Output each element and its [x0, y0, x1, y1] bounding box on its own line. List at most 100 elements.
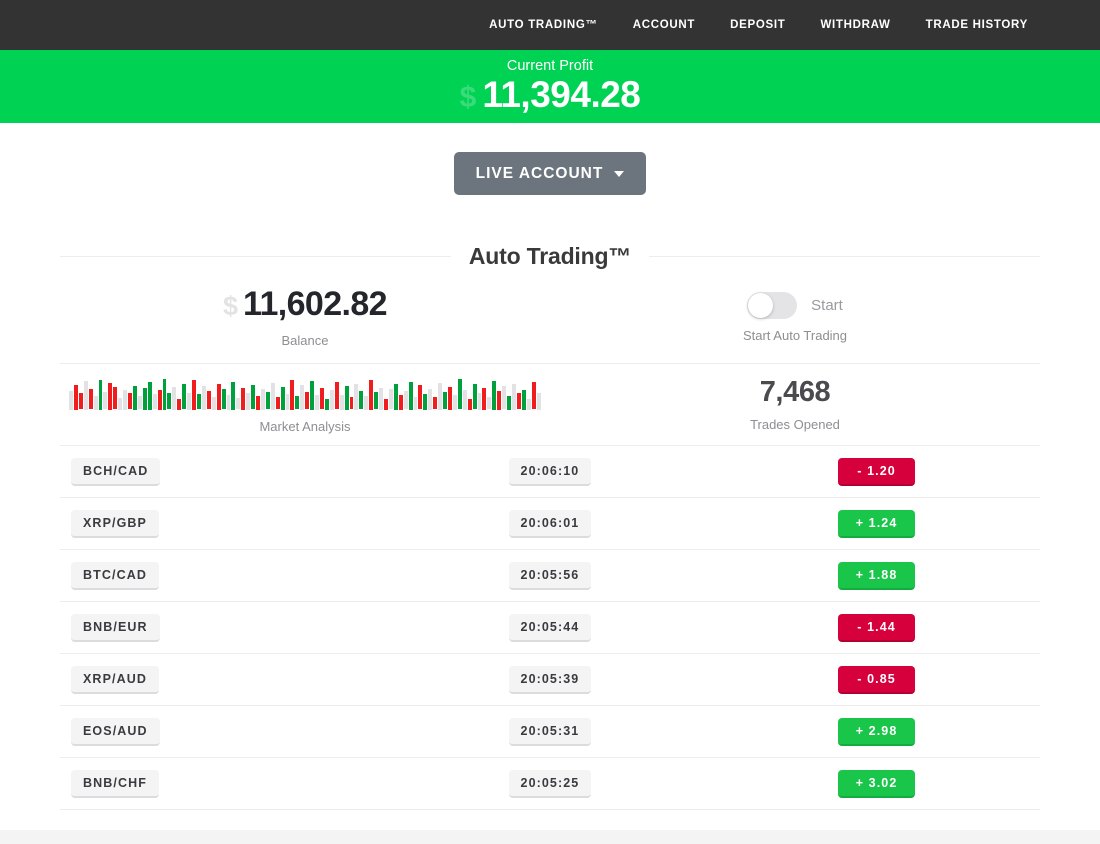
- current-profit-value: 11,394.28: [482, 74, 641, 116]
- market-bar: [132, 376, 137, 410]
- table-row[interactable]: BCH/CAD 20:06:10 - 1.20: [60, 446, 1040, 498]
- nav-account[interactable]: ACCOUNT: [632, 19, 696, 31]
- market-bar-fill: [467, 399, 472, 410]
- live-account-label: LIVE ACCOUNT: [475, 164, 604, 182]
- market-analysis-chart: [69, 376, 541, 410]
- trade-value-cell: + 1.88: [713, 561, 1040, 590]
- market-bar: [93, 376, 98, 410]
- table-row[interactable]: XRP/AUD 20:05:39 - 0.85: [60, 654, 1040, 706]
- market-bar-fill: [182, 384, 187, 410]
- market-bar: [167, 376, 172, 410]
- market-bar-fill: [359, 390, 364, 410]
- nav-withdraw[interactable]: WITHDRAW: [820, 19, 891, 31]
- auto-trading-toggle[interactable]: [747, 291, 798, 319]
- nav-deposit[interactable]: DEPOSIT: [730, 19, 786, 31]
- market-bar-fill: [418, 385, 423, 410]
- trade-time: 20:05:56: [508, 561, 592, 590]
- market-bar-fill: [280, 387, 285, 410]
- trade-time-cell: 20:06:10: [387, 457, 714, 486]
- trade-time-cell: 20:05:56: [387, 561, 714, 590]
- market-bar: [182, 376, 187, 410]
- market-bar-fill: [172, 387, 177, 410]
- market-bar: [438, 376, 443, 410]
- market-bar: [492, 376, 497, 410]
- market-bar: [305, 376, 310, 410]
- market-bar-fill: [251, 385, 256, 409]
- market-bar: [172, 376, 177, 410]
- market-bar-fill: [497, 391, 502, 410]
- live-account-dropdown-button[interactable]: LIVE ACCOUNT: [453, 152, 647, 195]
- currency-symbol: $: [222, 291, 239, 322]
- market-bar: [98, 376, 103, 410]
- market-bar-fill: [211, 397, 216, 410]
- balance-stat: $ 11,602.82 Balance: [60, 271, 550, 363]
- trade-time-cell: 20:05:31: [387, 717, 714, 746]
- market-bar-fill: [167, 392, 172, 409]
- trade-time-cell: 20:05:44: [387, 613, 714, 642]
- market-bar: [206, 376, 211, 410]
- market-bar-fill: [221, 389, 226, 409]
- market-bar: [536, 376, 541, 410]
- market-bar-fill: [320, 388, 324, 410]
- market-bar-fill: [384, 398, 388, 410]
- market-bar: [502, 376, 507, 410]
- market-bar-fill: [206, 390, 211, 410]
- market-bar: [329, 376, 334, 410]
- market-bar: [452, 376, 457, 410]
- balance-value-group: $ 11,602.82: [222, 285, 388, 323]
- market-bar-fill: [147, 382, 152, 410]
- market-bar-fill: [246, 393, 251, 410]
- trade-pair-cell: XRP/GBP: [60, 509, 387, 538]
- market-bar: [113, 376, 118, 410]
- market-bar: [344, 376, 349, 410]
- market-bar: [118, 376, 123, 410]
- trades-opened-caption: Trades Opened: [750, 417, 840, 433]
- toggle-knob: [748, 292, 774, 318]
- market-bar: [379, 376, 383, 410]
- stats-panel: $ 11,602.82 Balance Start Start Auto Tra…: [60, 271, 1040, 446]
- market-bar-fill: [300, 385, 305, 410]
- nav-auto-trading[interactable]: AUTO TRADING™: [489, 19, 598, 31]
- status-badge: + 1.24: [838, 509, 916, 538]
- market-bar-fill: [324, 399, 329, 410]
- nav-trade-history[interactable]: TRADE HISTORY: [925, 19, 1028, 31]
- bottom-strip: [0, 830, 1100, 844]
- market-bar: [482, 376, 487, 410]
- table-row[interactable]: BNB/EUR 20:05:44 - 1.44: [60, 602, 1040, 654]
- market-bar-fill: [236, 398, 241, 410]
- market-bar-fill: [507, 395, 511, 410]
- market-bar: [231, 376, 236, 410]
- market-bar: [418, 376, 423, 410]
- trades-opened-value: 7,468: [759, 375, 831, 408]
- trade-pair-cell: BNB/EUR: [60, 613, 387, 642]
- market-bar-fill: [531, 382, 536, 410]
- market-bar: [152, 376, 157, 410]
- market-bar: [221, 376, 226, 410]
- market-bar-fill: [472, 384, 477, 409]
- market-bar: [162, 376, 167, 410]
- market-bar: [398, 376, 403, 410]
- market-bar: [295, 376, 300, 410]
- table-row[interactable]: EOS/AUD 20:05:31 + 2.98: [60, 706, 1040, 758]
- market-analysis-caption: Market Analysis: [259, 418, 351, 434]
- table-row[interactable]: XRP/GBP 20:06:01 + 1.24: [60, 498, 1040, 550]
- market-bar-fill: [83, 380, 88, 410]
- market-bar: [177, 376, 182, 410]
- account-selector-row: LIVE ACCOUNT: [0, 152, 1100, 195]
- market-bar: [192, 376, 196, 410]
- market-bar: [408, 376, 413, 410]
- market-bar-fill: [413, 396, 418, 410]
- market-bar: [462, 376, 467, 410]
- trade-time-cell: 20:05:25: [387, 769, 714, 798]
- market-analysis-stat: Market Analysis: [60, 364, 550, 445]
- market-bar-fill: [438, 382, 443, 410]
- page-title: Auto Trading™: [450, 242, 650, 270]
- table-row[interactable]: BTC/CAD 20:05:56 + 1.88: [60, 550, 1040, 602]
- market-bar: [531, 376, 536, 410]
- trade-time: 20:06:10: [508, 457, 592, 486]
- market-bar-fill: [305, 392, 310, 410]
- market-bar-fill: [201, 386, 206, 410]
- table-row[interactable]: BNB/CHF 20:05:25 + 3.02: [60, 758, 1040, 810]
- trade-pair: EOS/AUD: [71, 717, 160, 746]
- trade-value-cell: - 1.20: [713, 457, 1040, 486]
